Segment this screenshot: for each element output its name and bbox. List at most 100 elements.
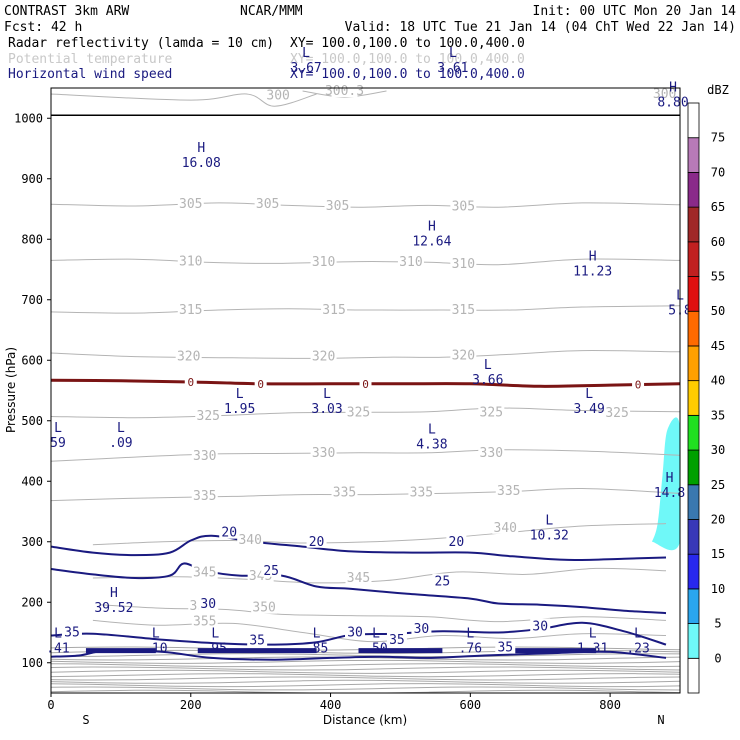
colorbar-swatch-1	[687, 623, 700, 659]
y-tick-label-1: 200	[21, 595, 43, 609]
theta-label-bg-31	[324, 197, 351, 212]
zero-dbz-label-0: 0	[187, 376, 194, 389]
wind-label-bg-7	[198, 596, 219, 611]
colorbar-swatch-16	[687, 102, 700, 139]
x-axis-title: Distance (km)	[323, 713, 407, 727]
plot-background	[51, 88, 680, 693]
extremum-marker-15: L	[323, 387, 331, 402]
theta-label-bg-29	[177, 196, 204, 211]
theta-contour-upper	[51, 666, 680, 671]
theta-label-12: 330	[193, 449, 216, 464]
theta-contour-355	[92, 619, 667, 643]
wind-contour-20	[51, 534, 667, 561]
theta-label-18: 325	[605, 406, 628, 421]
header: CONTRAST 3km ARW Fcst: 42 h NCAR/MMM Ini…	[4, 4, 736, 82]
field-reflectivity-name: Radar reflectivity (lamda = 10 cm)	[8, 36, 274, 51]
colorbar-swatch-4	[687, 519, 700, 555]
extremum-value-7: .23	[626, 642, 649, 657]
extremum-marker-7: L	[634, 627, 642, 642]
theta-label-27: 310	[399, 255, 422, 270]
theta-label-bg-33	[265, 87, 292, 102]
wind-label-7: 30	[200, 597, 216, 612]
extremum-value-17: 3.66	[472, 373, 503, 388]
theta-label-23: 315	[322, 303, 345, 318]
colorbar-swatch-5	[687, 484, 700, 520]
wind-contour-30	[51, 621, 667, 646]
theta-contour-upper	[51, 673, 680, 678]
theta-label-31: 305	[326, 199, 349, 214]
y-tick-label-9: 1000	[14, 111, 43, 125]
wind-label-8: 25	[263, 564, 279, 579]
wind-label-bg-9	[432, 573, 453, 588]
extremum-value-6: 1.31	[577, 642, 608, 657]
theta-label-bg-10	[408, 484, 435, 499]
colorbar-label-8: 40	[711, 374, 725, 388]
theta-label-bg-3	[191, 564, 218, 579]
wind-label-11: 20	[309, 535, 325, 550]
colorbar: 0 5 10 15 20 25 30 35 40 45 50 55 60 65 70 75	[687, 102, 725, 694]
theta-contour-upper	[51, 653, 680, 658]
theta-label-bg-9	[331, 484, 358, 499]
theta-label-bg-11	[495, 482, 522, 497]
wind-label-bg-6	[530, 618, 551, 633]
theta-contour-upper	[51, 676, 680, 681]
y-tick-label-4: 500	[21, 414, 43, 428]
extremum-marker-23: L	[302, 46, 310, 61]
theta-contour-340	[92, 523, 667, 546]
y-axis-title: Pressure (hPa)	[4, 347, 18, 433]
theta-contour-310	[51, 258, 680, 266]
colorbar-label-13: 65	[711, 200, 725, 214]
extremum-value-8: 39.52	[94, 601, 133, 616]
theta-label-bg-23	[321, 302, 348, 317]
wind-label-bg-5	[411, 620, 432, 635]
header-model-label: CONTRAST 3km ARW	[4, 4, 129, 19]
theta-label-bg-6	[237, 531, 264, 546]
colorbar-label-3: 15	[711, 547, 725, 561]
wind-label-bg-4	[345, 624, 366, 639]
colorbar-label-10: 50	[711, 304, 725, 318]
extremum-marker-13: L	[428, 423, 436, 438]
extremum-value-23: 3.67	[290, 61, 321, 76]
y-tick-label-5: 600	[21, 353, 43, 367]
colorbar-label-4: 20	[711, 512, 725, 526]
colorbar-unit: dBZ	[707, 83, 729, 97]
x-tick-label-2: 400	[320, 698, 342, 712]
theta-contour-upper	[51, 659, 680, 664]
wind-label-bg-3	[495, 639, 516, 654]
wind-label-bg-11	[306, 533, 327, 548]
colorbar-swatch-15	[687, 137, 700, 173]
theta-contour-315	[51, 305, 680, 314]
theta-label-bg-5	[345, 570, 372, 585]
colorbar-label-1: 5	[714, 617, 721, 631]
extremum-value-0: .41	[46, 642, 69, 657]
wind-label-bg-10	[219, 524, 240, 539]
extremum-marker-0: L	[54, 627, 62, 642]
plot-layers: 0 0 0 0	[51, 90, 680, 693]
colorbar-label-2: 10	[711, 582, 725, 596]
theta-contour-upper	[51, 669, 680, 674]
theta-label-bg-14	[478, 444, 505, 459]
extremum-marker-21: H	[197, 141, 205, 156]
theta-label-26: 310	[312, 255, 335, 270]
theta-label-3: 345	[193, 566, 216, 581]
zero-dbz-label-bg-3	[632, 378, 645, 391]
wind-label-6: 30	[532, 619, 548, 634]
theta-label-9: 335	[333, 486, 356, 501]
theta-label-8: 335	[193, 489, 216, 504]
extremum-value-21: 16.08	[182, 156, 221, 171]
theta-label-2: 350	[252, 601, 275, 616]
field-wind-name: Horizontal wind speed	[8, 67, 172, 82]
colorbar-swatch-13	[687, 206, 700, 243]
theta-contour-upper	[51, 689, 680, 693]
theta-label-bg-13	[310, 444, 337, 459]
extremum-value-5: .76	[459, 642, 482, 657]
colorbar-swatch-3	[687, 553, 700, 590]
header-forecast-hour: Fcst: 42 h	[4, 20, 82, 35]
theta-label-bg-18	[604, 404, 631, 419]
colorbar-label-9: 45	[711, 339, 725, 353]
field-theta-xy: XY= 100.0,100.0 to 100.0,400.0	[290, 52, 525, 67]
theta-label-bg-12	[191, 447, 218, 462]
theta-label-bg-26	[310, 254, 337, 269]
